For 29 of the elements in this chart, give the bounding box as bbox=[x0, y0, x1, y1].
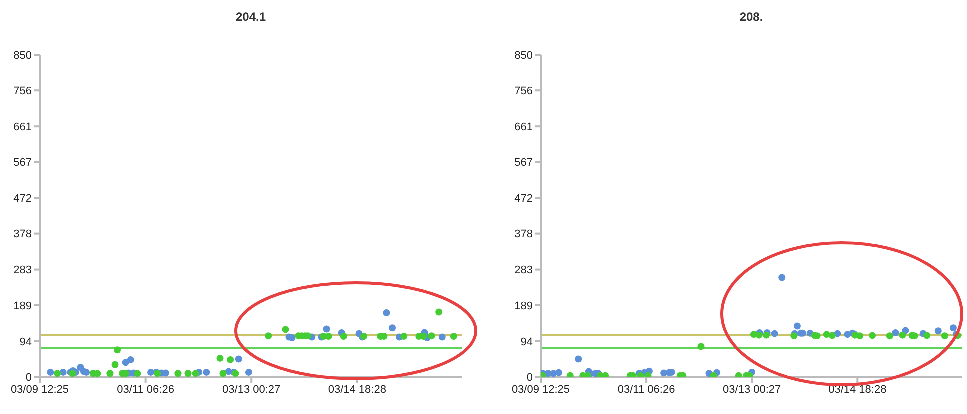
y-tick-label: 567 bbox=[14, 157, 32, 170]
y-tick-label: 756 bbox=[14, 86, 32, 98]
y-tick-label: 283 bbox=[14, 264, 32, 277]
chart-title: 208. bbox=[738, 10, 764, 24]
y-tick-label: 661 bbox=[514, 122, 533, 134]
chart-title: 204.1 bbox=[234, 10, 268, 24]
y-tick-label: 567 bbox=[514, 157, 533, 170]
x-tick-label: 03/13 00:27 bbox=[723, 384, 782, 396]
x-tick-label: 03/09 12:25 bbox=[10, 384, 70, 396]
y-tick-label: 189 bbox=[514, 300, 533, 312]
y-tick-label: 283 bbox=[514, 264, 533, 277]
x-tick-label: 03/11 06:26 bbox=[117, 384, 174, 396]
y-tick-label: 0 bbox=[26, 372, 32, 384]
y-tick-label: 756 bbox=[514, 86, 533, 98]
y-tick-label: 850 bbox=[14, 50, 32, 62]
x-tick-label: 03/11 06:26 bbox=[618, 384, 676, 396]
y-tick-label: 0 bbox=[526, 372, 533, 384]
y-tick-label: 472 bbox=[14, 193, 32, 206]
x-tick-label: 03/13 00:27 bbox=[222, 384, 281, 396]
y-tick-label: 94 bbox=[20, 336, 32, 348]
y-tick-label: 94 bbox=[520, 336, 533, 348]
y-tick-label: 189 bbox=[14, 300, 32, 312]
x-tick-label: 03/09 12:25 bbox=[512, 384, 570, 396]
y-tick-label: 472 bbox=[514, 193, 533, 206]
y-tick-label: 850 bbox=[514, 50, 533, 62]
y-tick-label: 378 bbox=[514, 228, 533, 241]
y-tick-label: 378 bbox=[14, 228, 32, 241]
x-tick-label: 03/14 18:28 bbox=[328, 384, 386, 396]
y-tick-label: 661 bbox=[14, 122, 32, 134]
